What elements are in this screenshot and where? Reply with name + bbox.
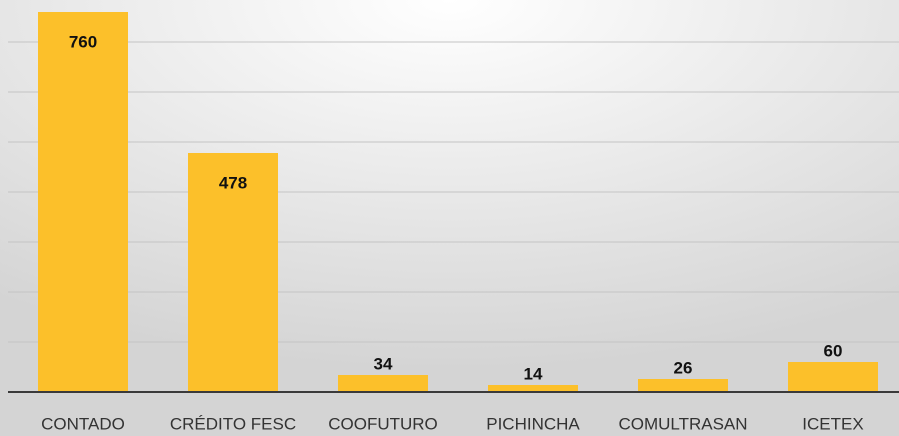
bar — [38, 12, 128, 392]
data-label: 760 — [69, 32, 97, 51]
data-label: 478 — [219, 173, 247, 192]
bar — [488, 385, 578, 392]
x-tick-label: PICHINCHA — [486, 414, 580, 433]
x-tick-label: CRÉDITO FESC — [170, 414, 296, 433]
data-label: 60 — [824, 341, 843, 360]
bar — [788, 362, 878, 392]
bar — [188, 153, 278, 392]
data-label: 34 — [374, 354, 393, 373]
bar — [338, 375, 428, 392]
data-label: 26 — [674, 358, 693, 377]
x-tick-label: CONTADO — [41, 414, 125, 433]
x-tick-label: COMULTRASAN — [618, 414, 747, 433]
x-tick-label: ICETEX — [802, 414, 863, 433]
x-tick-label: COOFUTURO — [328, 414, 438, 433]
bar — [638, 379, 728, 392]
data-label: 14 — [524, 364, 543, 383]
